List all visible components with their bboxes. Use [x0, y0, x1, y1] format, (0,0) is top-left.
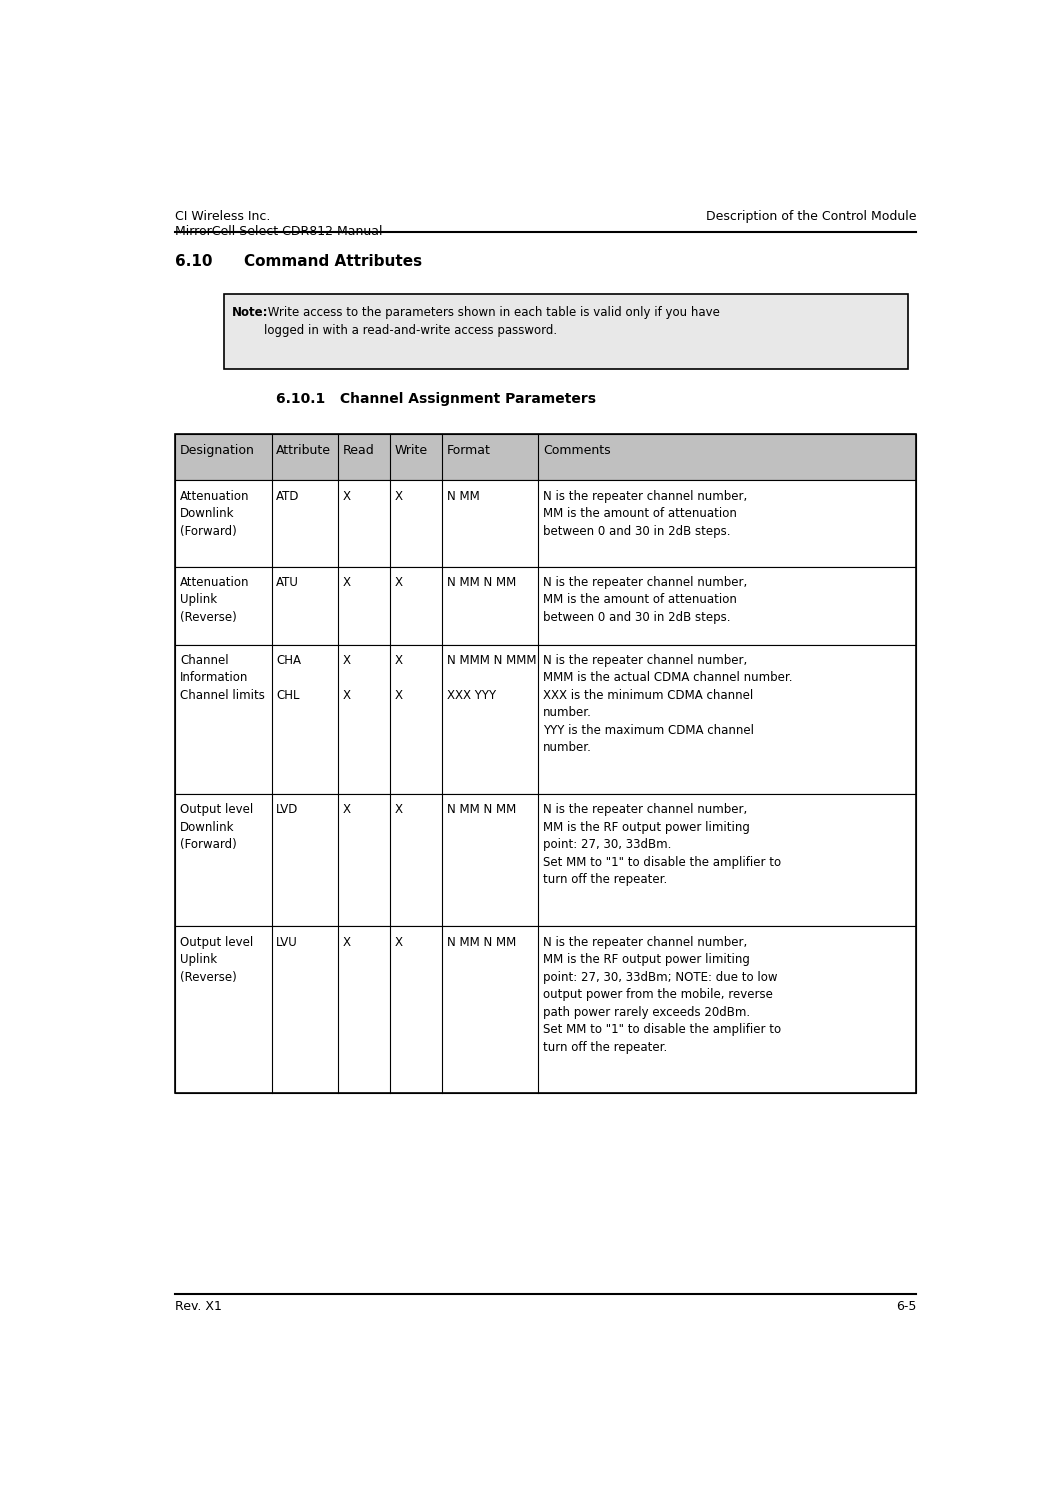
Text: Format: Format — [447, 443, 491, 457]
Text: Attribute: Attribute — [276, 443, 331, 457]
Text: ATD: ATD — [276, 490, 300, 503]
Text: Write access to the parameters shown in each table is valid only if you have
log: Write access to the parameters shown in … — [264, 306, 720, 336]
FancyBboxPatch shape — [176, 566, 916, 645]
Text: Channel
Information
Channel limits: Channel Information Channel limits — [180, 654, 264, 702]
Text: X: X — [395, 936, 403, 948]
Text: N is the repeater channel number,
MM is the RF output power limiting
point: 27, : N is the repeater channel number, MM is … — [543, 936, 782, 1054]
Text: 6-5: 6-5 — [896, 1300, 916, 1312]
Text: X: X — [343, 576, 351, 588]
Text: X: X — [395, 576, 403, 588]
Text: 6.10      Command Attributes: 6.10 Command Attributes — [176, 254, 422, 269]
Text: X: X — [395, 803, 403, 817]
Text: Attenuation
Downlink
(Forward): Attenuation Downlink (Forward) — [180, 490, 250, 537]
Text: N MM N MM: N MM N MM — [447, 576, 516, 588]
FancyBboxPatch shape — [176, 434, 916, 481]
Text: X

X: X X — [395, 654, 403, 702]
Text: N MM N MM: N MM N MM — [447, 936, 516, 948]
Text: N is the repeater channel number,
MMM is the actual CDMA channel number.
XXX is : N is the repeater channel number, MMM is… — [543, 654, 793, 754]
FancyBboxPatch shape — [176, 926, 916, 1093]
Text: Rev. X1: Rev. X1 — [176, 1300, 222, 1312]
Text: X: X — [395, 490, 403, 503]
Text: N MM N MM: N MM N MM — [447, 803, 516, 817]
FancyBboxPatch shape — [176, 645, 916, 794]
Text: Designation: Designation — [180, 443, 255, 457]
Text: N is the repeater channel number,
MM is the RF output power limiting
point: 27, : N is the repeater channel number, MM is … — [543, 803, 782, 887]
Text: Attenuation
Uplink
(Reverse): Attenuation Uplink (Reverse) — [180, 576, 250, 624]
Text: N MMM N MMM

XXX YYY: N MMM N MMM XXX YYY — [447, 654, 536, 702]
Text: X: X — [343, 490, 351, 503]
FancyBboxPatch shape — [224, 294, 908, 369]
Text: ATU: ATU — [276, 576, 299, 588]
Text: X: X — [343, 936, 351, 948]
Text: MirrorCell Select CDR812 Manual: MirrorCell Select CDR812 Manual — [176, 225, 382, 239]
FancyBboxPatch shape — [176, 481, 916, 566]
Text: Output level
Downlink
(Forward): Output level Downlink (Forward) — [180, 803, 253, 851]
Text: 6.10.1   Channel Assignment Parameters: 6.10.1 Channel Assignment Parameters — [276, 391, 597, 406]
Text: LVU: LVU — [276, 936, 298, 948]
Text: X

X: X X — [343, 654, 351, 702]
FancyBboxPatch shape — [176, 794, 916, 926]
Text: X: X — [343, 803, 351, 817]
Text: N MM: N MM — [447, 490, 480, 503]
Text: CI Wireless Inc.: CI Wireless Inc. — [176, 211, 271, 222]
Text: N is the repeater channel number,
MM is the amount of attenuation
between 0 and : N is the repeater channel number, MM is … — [543, 490, 747, 537]
Text: Write: Write — [395, 443, 428, 457]
Text: N is the repeater channel number,
MM is the amount of attenuation
between 0 and : N is the repeater channel number, MM is … — [543, 576, 747, 624]
Text: CHA

CHL: CHA CHL — [276, 654, 301, 702]
Text: Note:: Note: — [232, 306, 269, 318]
Text: Comments: Comments — [543, 443, 610, 457]
Text: LVD: LVD — [276, 803, 299, 817]
Text: Read: Read — [343, 443, 375, 457]
Text: Description of the Control Module: Description of the Control Module — [705, 211, 916, 222]
Text: Output level
Uplink
(Reverse): Output level Uplink (Reverse) — [180, 936, 253, 984]
